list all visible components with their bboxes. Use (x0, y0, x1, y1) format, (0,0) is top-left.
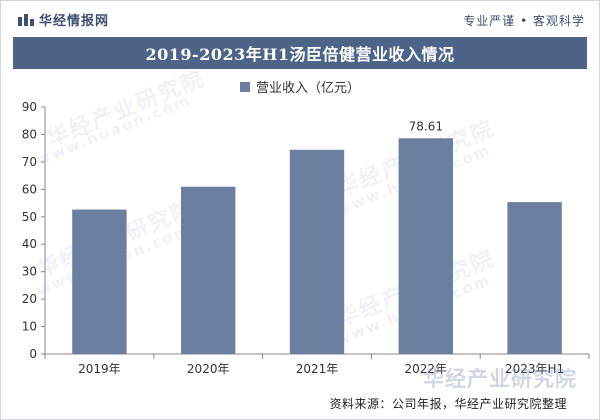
source-note: 资料来源：公司年报，华经产业研究院整理 (329, 397, 567, 411)
chart-title: 2019-2023年H1汤臣倍健营业收入情况 (145, 45, 455, 64)
top-bar: 华经情报网 专业严谨 • 客观科学 (1, 1, 599, 35)
bar (398, 138, 453, 354)
y-tick-label: 40 (22, 237, 37, 251)
data-label: 78.61 (409, 119, 443, 133)
legend-swatch (239, 81, 250, 92)
y-tick-label: 20 (22, 292, 37, 306)
x-tick-label: 2019年 (78, 362, 121, 376)
logo-icon (18, 13, 34, 26)
legend-label: 营业收入（亿元） (255, 81, 360, 96)
bar (72, 209, 127, 354)
brand: 华经情报网 (17, 10, 109, 29)
x-tick-label: 2023年H1 (505, 362, 564, 376)
y-tick-label: 80 (22, 127, 37, 141)
title-bar: 2019-2023年H1汤臣倍健营业收入情况 (13, 37, 587, 69)
bar (181, 186, 236, 354)
y-tick-label: 70 (22, 155, 37, 169)
x-tick-label: 2020年 (187, 362, 230, 376)
y-tick-label: 0 (29, 347, 37, 361)
bar (289, 149, 345, 354)
legend: 营业收入（亿元） (1, 77, 599, 96)
y-tick-label: 10 (22, 320, 37, 334)
bar (507, 202, 562, 354)
y-tick-label: 50 (22, 210, 37, 224)
slogan: 专业严谨 • 客观科学 (463, 14, 585, 28)
y-tick-label: 60 (22, 182, 37, 196)
y-tick-label: 90 (22, 100, 37, 114)
brand-name: 华经情报网 (39, 14, 110, 29)
x-tick-label: 2021年 (296, 362, 339, 376)
watermark-logo-text: 华经产业研究院 (423, 367, 577, 391)
y-tick-label: 30 (22, 265, 37, 279)
x-tick-label: 2022年 (405, 362, 448, 376)
